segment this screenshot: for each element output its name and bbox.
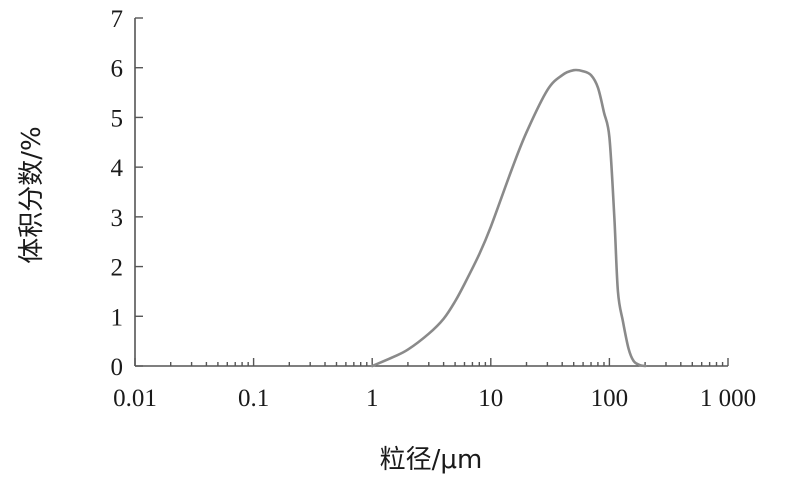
y-tick-label: 5 (111, 105, 124, 132)
y-axis-ticks: 0 1 2 3 4 5 6 7 (111, 6, 143, 381)
y-tick-label: 4 (111, 155, 124, 182)
x-tick-label: 0.1 (238, 385, 269, 412)
x-tick-label: 1 000 (700, 385, 756, 412)
y-tick-label: 2 (111, 255, 124, 282)
series-layer (370, 68, 647, 368)
x-axis-ticks: 0.01 0.1 1 10 100 1 000 (113, 358, 756, 412)
plot-area: 0 1 2 3 4 5 6 7 0.01 0.1 1 10 100 1 000 (111, 6, 757, 412)
x-tick-label: 10 (478, 385, 503, 412)
y-tick-label: 3 (111, 205, 124, 232)
volume-fraction-curve (370, 68, 647, 368)
x-axis-title: 粒径/μm (380, 445, 483, 475)
y-tick-label: 7 (111, 6, 124, 33)
y-axis-title: 体积分数/% (17, 126, 47, 263)
x-tick-label: 0.01 (113, 385, 157, 412)
x-tick-label: 1 (366, 385, 379, 412)
y-tick-label: 1 (111, 304, 124, 331)
y-tick-label: 0 (111, 354, 124, 381)
y-tick-label: 6 (111, 56, 124, 83)
x-tick-label: 100 (591, 385, 629, 412)
